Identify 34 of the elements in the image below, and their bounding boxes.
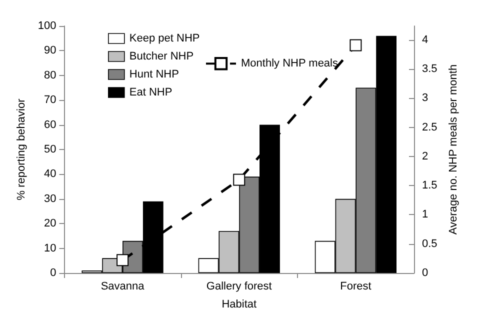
x-tick-label: Gallery forest <box>206 280 272 292</box>
y2-tick-label: 1 <box>422 208 428 221</box>
y2-tick-label: 0.5 <box>422 238 438 250</box>
y-axis-title: % reporting behavior <box>16 98 28 200</box>
y2-tick-label: 2 <box>422 150 428 162</box>
y-tick-label: 100 <box>38 20 56 32</box>
x-tick-label: Forest <box>340 280 372 292</box>
y-tick-label: 80 <box>44 69 56 82</box>
y2-tick-label: 3 <box>422 92 428 104</box>
y2-axis-title: Average no. NHP meals per month <box>448 64 460 235</box>
legend-label: Eat NHP <box>129 86 172 98</box>
y-tick-label: 50 <box>44 144 56 156</box>
y2-tick-label: 3.5 <box>422 63 438 76</box>
y-tick-label: 10 <box>44 242 56 254</box>
y2-tick-label: 1.5 <box>422 180 438 192</box>
legend-label: Keep pet NHP <box>129 32 200 44</box>
point <box>116 254 129 266</box>
legend-label: Monthly NHP meals <box>241 58 338 70</box>
y-tick-label: 40 <box>44 168 56 180</box>
x-tick-label: Savanna <box>100 280 146 292</box>
y-tick-label: 30 <box>44 192 56 205</box>
y-tick-label: 90 <box>44 44 56 57</box>
y-tick-label: 0 <box>50 267 56 279</box>
y-tick-label: 60 <box>44 118 56 131</box>
legend-label: Hunt NHP <box>129 68 179 80</box>
y-tick-label: 70 <box>44 94 56 106</box>
y2-tick-label: 2.5 <box>422 121 438 134</box>
legend-label: Butcher NHP <box>129 50 194 62</box>
point <box>233 174 246 186</box>
point <box>350 39 362 52</box>
y2-tick-label: 4 <box>422 34 428 46</box>
x-axis-title: Habitat <box>222 298 257 310</box>
y2-tick-label: 0 <box>422 267 428 279</box>
y-tick-label: 20 <box>44 218 56 230</box>
